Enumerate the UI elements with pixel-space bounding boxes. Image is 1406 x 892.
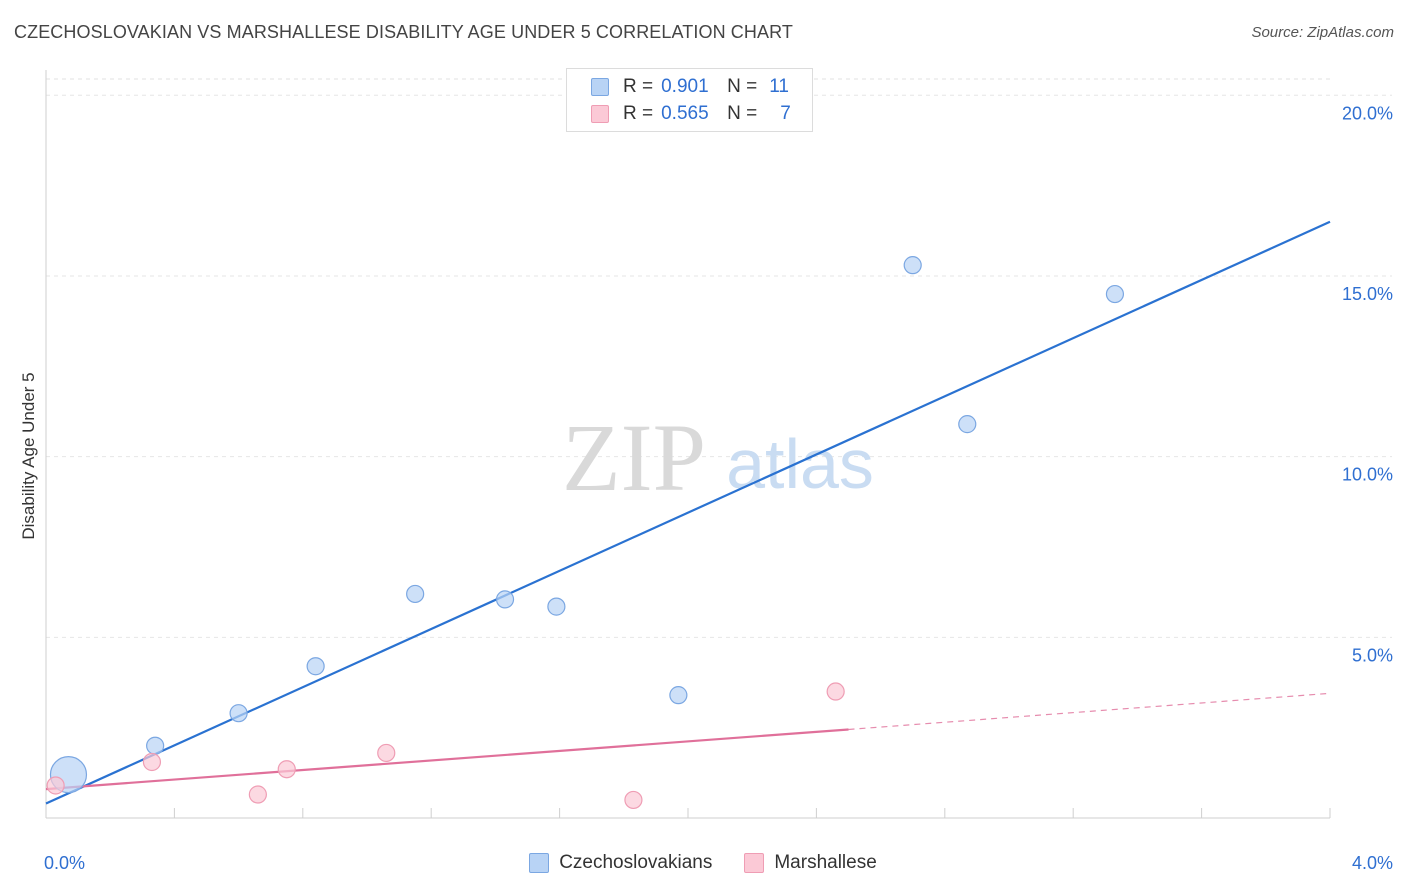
legend-row-czechoslovakians: R = 0.901 N = 11 <box>591 75 789 99</box>
legend-n-label: N = <box>727 103 758 124</box>
data-point-czechoslovakians <box>146 736 165 755</box>
correlation-legend: R = 0.901 N = 11 R = 0.565 N = 7 <box>566 68 813 132</box>
y-tick-label: 5.0% <box>1352 645 1393 665</box>
label-layer: 5.0% 10.0% 15.0% 20.0% 0.0% 4.0% <box>44 103 1393 873</box>
data-point-czechoslovakians <box>229 704 248 723</box>
axis-layer <box>45 70 1331 819</box>
legend-swatch-pink <box>591 105 609 123</box>
series-legend-label: Marshallese <box>774 852 877 873</box>
trend-line-marshallese-extension <box>848 692 1331 731</box>
data-point-marshallese <box>377 743 396 763</box>
data-point-czechoslovakians <box>1105 284 1125 304</box>
trend-line-czechoslovakians <box>45 220 1331 805</box>
data-point-marshallese <box>142 752 162 772</box>
points-layer <box>46 256 1125 810</box>
data-point-czechoslovakians <box>903 256 922 275</box>
series-swatch-blue <box>529 853 550 873</box>
grid-layer <box>46 78 1392 638</box>
data-point-czechoslovakians <box>547 597 566 616</box>
legend-r-label: R = <box>623 76 654 97</box>
y-tick-label: 10.0% <box>1342 465 1393 485</box>
x-tick-label: 0.0% <box>44 853 85 873</box>
series-legend-czechoslovakians[interactable]: Czechoslovakians <box>529 852 712 874</box>
series-legend-label: Czechoslovakians <box>559 852 713 873</box>
source-label: Source: ZipAtlas.com <box>1251 24 1394 41</box>
data-point-czechoslovakians <box>669 686 688 705</box>
legend-n-value: 11 <box>769 76 789 97</box>
legend-r-value: 0.901 <box>661 76 709 97</box>
legend-r-value: 0.565 <box>661 103 709 124</box>
watermark-atlas: atlas <box>726 425 874 503</box>
legend-swatch-blue <box>591 78 609 96</box>
x-tick-label: 4.0% <box>1352 853 1393 873</box>
legend-n-value: 7 <box>780 103 791 124</box>
watermark-zip: ZIP <box>562 404 706 511</box>
series-legend-marshallese[interactable]: Marshallese <box>744 852 877 874</box>
legend-n-label: N = <box>727 76 758 97</box>
legend-r-label: R = <box>623 103 654 124</box>
data-point-marshallese <box>624 790 643 810</box>
data-point-czechoslovakians <box>958 415 977 434</box>
chart-title: CZECHOSLOVAKIAN VS MARSHALLESE DISABILIT… <box>14 22 793 42</box>
y-tick-label: 15.0% <box>1342 284 1393 304</box>
data-point-marshallese <box>277 760 296 779</box>
series-swatch-pink <box>744 853 765 873</box>
data-point-marshallese <box>46 776 65 795</box>
data-point-marshallese <box>826 682 845 701</box>
watermark: ZIP atlas <box>562 404 874 511</box>
data-point-czechoslovakians <box>406 584 425 604</box>
trend-layer <box>45 220 1331 805</box>
y-axis-label: Disability Age Under 5 <box>19 372 38 539</box>
y-tick-label: 20.0% <box>1342 103 1393 123</box>
data-point-czechoslovakians <box>495 590 515 609</box>
series-legend: Czechoslovakians Marshallese <box>0 852 1406 874</box>
data-point-marshallese <box>248 785 267 804</box>
data-point-czechoslovakians <box>306 657 325 676</box>
trend-line-marshallese <box>45 728 849 791</box>
legend-row-marshallese: R = 0.565 N = 7 <box>591 102 791 126</box>
